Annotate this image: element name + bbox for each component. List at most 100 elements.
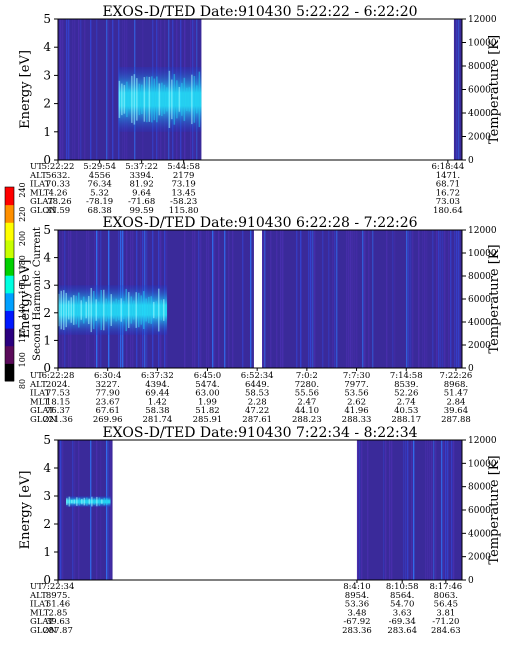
band-streak [68, 496, 71, 507]
table-cell: 1471. [436, 171, 460, 181]
band-streak [71, 499, 73, 504]
y-tick-label: 3 [43, 278, 51, 292]
y2-tick-label: 10000 [468, 39, 497, 49]
table-cell: 1.99 [198, 397, 217, 407]
data-streak [208, 230, 210, 368]
band-streak [183, 77, 186, 121]
table-cell: 5:29:54 [83, 162, 116, 172]
y-tick-label: 3 [43, 68, 51, 82]
colorbar-swatch [5, 310, 14, 329]
y2-tick-label: 0 [468, 576, 474, 586]
band-streak [93, 291, 95, 330]
table-cell: 281.74 [143, 415, 173, 425]
colorbar-swatch [5, 257, 14, 276]
band-streak [98, 301, 100, 319]
table-cell: 2.74 [397, 397, 416, 407]
y-tick-label: 4 [43, 251, 51, 265]
band-streak [171, 79, 173, 120]
y2-tick-label: 4000 [468, 109, 491, 119]
data-streak [457, 19, 460, 160]
y-tick-label: 5 [43, 433, 51, 447]
data-streak [360, 440, 363, 580]
table-cell: 8954. [345, 591, 369, 601]
colorbar-tick-label: 160 [18, 279, 27, 294]
y2-tick-label: 6000 [468, 86, 491, 96]
table-cell: 4394. [145, 380, 169, 390]
data-streak [108, 440, 110, 580]
data-streak [440, 440, 443, 580]
panel-title: EXOS-D/TED Date:910430 6:22:28 - 7:22:26 [102, 215, 417, 231]
y-axis-label: Energy [eV] [18, 260, 33, 339]
y-tick-label: 0 [43, 361, 51, 375]
data-segment [356, 440, 462, 580]
table-cell: 2.84 [446, 397, 465, 407]
data-streak [436, 230, 438, 368]
data-streak [450, 230, 452, 368]
data-streak [366, 440, 369, 580]
band-streak [70, 297, 72, 323]
data-streak [60, 440, 62, 580]
colorbar-swatch [5, 204, 14, 223]
band-streak [143, 291, 145, 330]
band-streak [98, 497, 101, 506]
data-streak [282, 230, 284, 368]
table-cell: 54.70 [390, 600, 414, 610]
table-cell: 2.85 [49, 608, 68, 618]
y2-tick-label: 2000 [468, 341, 491, 351]
y-tick-label: 2 [43, 306, 51, 320]
y2-tick-label: 2000 [468, 553, 491, 563]
row-label: MLT [30, 188, 50, 198]
band-streak [141, 84, 143, 115]
table-cell: 5:22:22 [42, 162, 75, 172]
table-cell: 5:37:22 [125, 162, 158, 172]
data-streak [412, 230, 414, 368]
y-tick-label: 2 [43, 517, 51, 531]
band-streak [158, 83, 161, 116]
band-streak [135, 292, 137, 328]
data-streak [200, 230, 202, 368]
band-streak [188, 87, 191, 112]
table-cell: 16.72 [436, 188, 460, 198]
band-streak [143, 77, 146, 122]
table-cell: 4.26 [49, 188, 68, 198]
band-streak [198, 71, 201, 128]
table-cell: 4556 [89, 171, 111, 181]
y2-tick-label: 0 [468, 364, 474, 374]
table-cell: 287.61 [242, 415, 272, 425]
band-streak [73, 499, 76, 504]
data-streak [440, 230, 442, 368]
y2-tick-label: 12000 [468, 15, 497, 25]
band-streak [101, 499, 103, 504]
row-label: ALT [29, 171, 47, 181]
data-streak [452, 440, 455, 580]
data-streak [218, 230, 220, 368]
colorbar-label: Second Harmonic Current [32, 227, 43, 361]
table-cell: 6449. [245, 380, 269, 390]
table-cell: 269.96 [93, 415, 123, 425]
row-label: GLON [30, 206, 57, 216]
data-segment [453, 19, 462, 160]
band-streak [103, 289, 105, 331]
data-streak [390, 440, 393, 580]
y-tick-label: 4 [43, 40, 51, 54]
data-streak [66, 19, 68, 160]
data-streak [62, 19, 64, 160]
table-cell: 6:22:28 [42, 371, 75, 381]
table-cell: 5.32 [90, 188, 109, 198]
data-streak [410, 440, 413, 580]
band-streak [85, 301, 87, 319]
table-cell: 73.19 [171, 180, 195, 190]
data-streak [78, 19, 80, 160]
data-streak [74, 19, 76, 160]
data-streak [110, 440, 112, 580]
data-streak [224, 230, 226, 368]
table-cell: -71.20 [432, 617, 459, 627]
data-streak [96, 19, 98, 160]
data-streak [350, 230, 352, 368]
colorbar-swatch [5, 275, 14, 294]
data-streak [270, 230, 272, 368]
y-axis-label: Energy [eV] [18, 50, 33, 129]
band-streak [58, 293, 60, 327]
band-streak [160, 299, 162, 321]
